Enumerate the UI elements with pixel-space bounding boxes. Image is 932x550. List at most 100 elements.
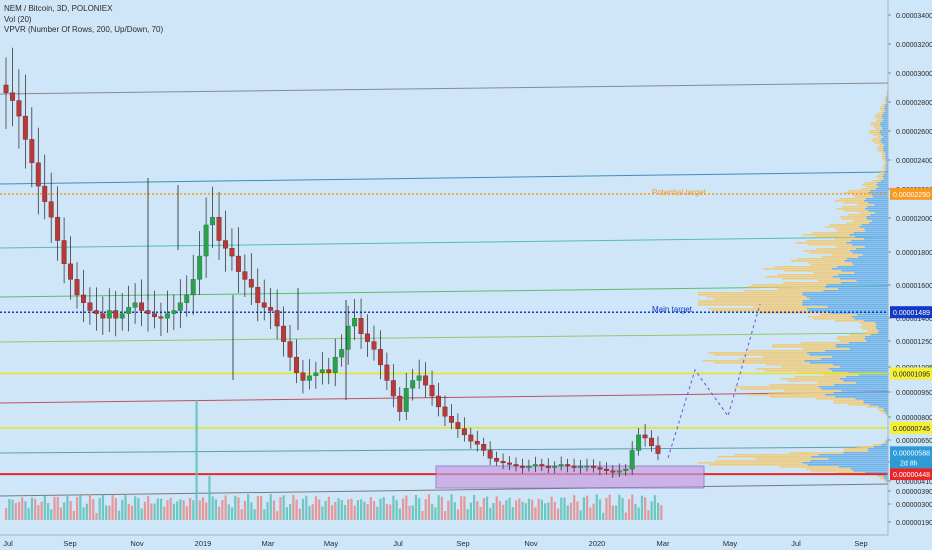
volume-bar — [318, 499, 321, 520]
vpvr-bar-up — [782, 282, 841, 284]
vpvr-bar-down — [833, 392, 888, 394]
vpvr-bar-down — [831, 356, 888, 358]
volume-bar — [185, 506, 188, 520]
trend-line — [0, 332, 889, 343]
volume-bar — [440, 496, 443, 520]
vpvr-bar-up — [877, 146, 884, 148]
vpvr-bar-down — [808, 310, 888, 312]
candle-body — [558, 464, 564, 467]
vpvr-bar-up — [823, 374, 859, 376]
vpvr-bar-down — [828, 458, 888, 460]
volume-bar — [179, 499, 182, 520]
candle-body — [61, 240, 67, 265]
candle-body — [203, 224, 209, 257]
volume-bar — [657, 502, 660, 520]
vpvr-bar-down — [868, 202, 888, 204]
candle-body — [436, 395, 441, 408]
vpvr-bar-down — [835, 346, 888, 348]
vpvr-bar-down — [886, 160, 888, 162]
vpvr-bar-down — [853, 470, 888, 472]
volume-bar — [553, 501, 556, 520]
candle-body — [190, 279, 196, 296]
vpvr-bar-up — [772, 344, 836, 346]
volume-bar — [43, 495, 46, 520]
volume-bar — [321, 506, 324, 520]
vpvr-bar-down — [855, 236, 888, 238]
vpvr-bar-up — [879, 144, 885, 146]
candle-body — [177, 302, 183, 311]
volume-bar — [11, 499, 14, 520]
volume-bar — [489, 507, 492, 520]
level-price-tag-bg — [890, 421, 932, 434]
vpvr-bar-up — [880, 478, 885, 480]
price-axis-label: 0.00000410 — [896, 479, 932, 486]
vpvr-bar-down — [825, 350, 888, 352]
vpvr-bar-up — [877, 118, 884, 120]
time-axis-label: Nov — [524, 539, 538, 548]
vpvr-bar-down — [886, 100, 888, 102]
vpvr-bar-up — [878, 150, 884, 152]
volume-bar — [147, 496, 150, 520]
vpvr-bar-down — [833, 364, 888, 366]
volume-bar — [531, 499, 534, 520]
annotation-potential-target: Potential target — [652, 188, 707, 197]
candle-body — [332, 356, 338, 373]
vpvr-bar-down — [884, 144, 888, 146]
symbol-title[interactable]: NEM / Bitcoin, 3D, POLONIEX — [4, 4, 113, 13]
volume-bar — [498, 500, 502, 520]
volume-bar — [369, 497, 372, 520]
vpvr-bar-up — [865, 332, 878, 334]
vpvr-bar-down — [882, 120, 888, 122]
vpvr-bar-down — [882, 148, 888, 150]
volume-bar — [250, 502, 253, 520]
volume-bar — [592, 503, 595, 520]
volume-bar — [514, 500, 518, 520]
vpvr-bar-up — [841, 218, 867, 220]
vpvr-bar-up — [866, 186, 879, 188]
volume-bar — [508, 497, 511, 520]
vpvr-bar-up — [774, 266, 837, 268]
candle-body — [448, 416, 454, 423]
volume-bar — [72, 510, 75, 520]
vpvr-bar-up — [857, 204, 875, 206]
vpvr-bar-up — [781, 366, 841, 368]
vpvr-bar-down — [868, 450, 888, 452]
trend-line — [0, 391, 889, 404]
vpvr-bar-down — [883, 150, 888, 152]
volume-indicator-label[interactable]: Vol (20) — [4, 14, 32, 24]
vpvr-bar-up — [768, 384, 835, 386]
vpvr-bar-down — [882, 128, 888, 130]
volume-bar — [56, 496, 59, 520]
candle-body — [184, 294, 190, 303]
vpvr-bar-up — [886, 94, 888, 96]
volume-bar — [527, 498, 531, 520]
candle-body — [164, 313, 170, 319]
vpvr-bar-down — [874, 204, 888, 206]
vpvr-bar-down — [870, 214, 888, 216]
volume-bar — [111, 494, 114, 520]
volume-bar — [547, 502, 550, 520]
volume-bar — [324, 500, 327, 520]
vpvr-indicator-label[interactable]: VPVR (Number Of Rows, 200, Up/Down, 70) — [4, 25, 164, 34]
volume-bar — [615, 505, 618, 520]
vpvr-bar-down — [856, 280, 888, 282]
price-axis-label: 0.00000390 — [896, 489, 932, 496]
candle-body — [287, 341, 293, 358]
vpvr-bar-down — [880, 180, 888, 182]
volume-bar — [502, 504, 505, 520]
volume-bar — [134, 496, 137, 520]
vpvr-bar-up — [879, 410, 885, 412]
vpvr-bar-up — [807, 316, 852, 318]
volume-bar — [366, 504, 369, 520]
volume-bar — [105, 505, 108, 520]
vpvr-bar-up — [871, 140, 881, 142]
volume-bar — [556, 508, 560, 520]
vpvr-bar-up — [876, 148, 883, 150]
candle-body — [68, 263, 74, 280]
candle-body — [132, 302, 138, 308]
vpvr-bar-up — [878, 178, 884, 180]
vpvr-bar-down — [863, 238, 888, 240]
vpvr-bar-up — [764, 370, 833, 372]
